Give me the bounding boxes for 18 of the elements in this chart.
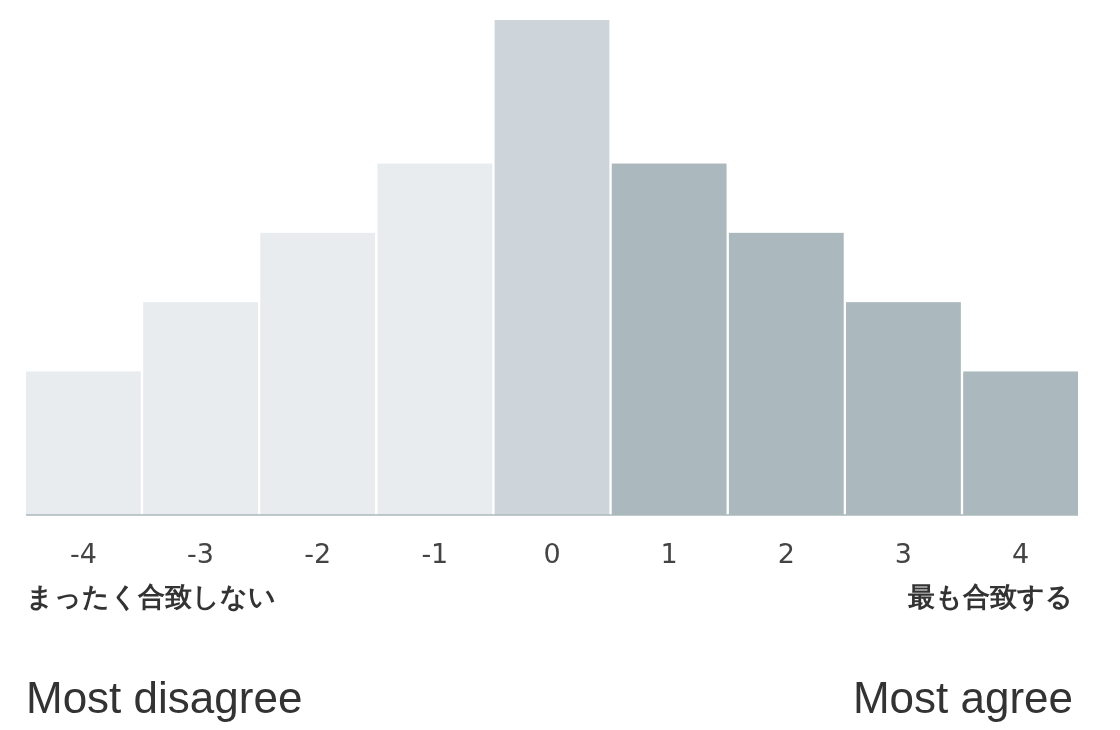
x-tick-label: -2	[304, 538, 332, 569]
x-tick-label: 2	[777, 538, 795, 569]
bar	[143, 302, 258, 515]
text: まったく合致しない	[26, 581, 276, 612]
text: Most agree	[852, 673, 1073, 722]
x-tick-label: 3	[894, 538, 913, 569]
x-tick-label: -1	[421, 538, 449, 569]
bar	[26, 371, 141, 515]
text: Most disagree	[26, 673, 303, 722]
bar	[377, 163, 493, 515]
x-tick-label: 1	[660, 538, 678, 569]
bar	[494, 20, 610, 515]
text: 最も合致する	[907, 581, 1073, 612]
x-tick-label: 0	[543, 538, 561, 569]
bar	[260, 232, 376, 515]
x-tick-label: -3	[187, 538, 215, 569]
x-tick-label: -4	[69, 538, 97, 569]
x-tick-label: 4	[1012, 538, 1030, 569]
